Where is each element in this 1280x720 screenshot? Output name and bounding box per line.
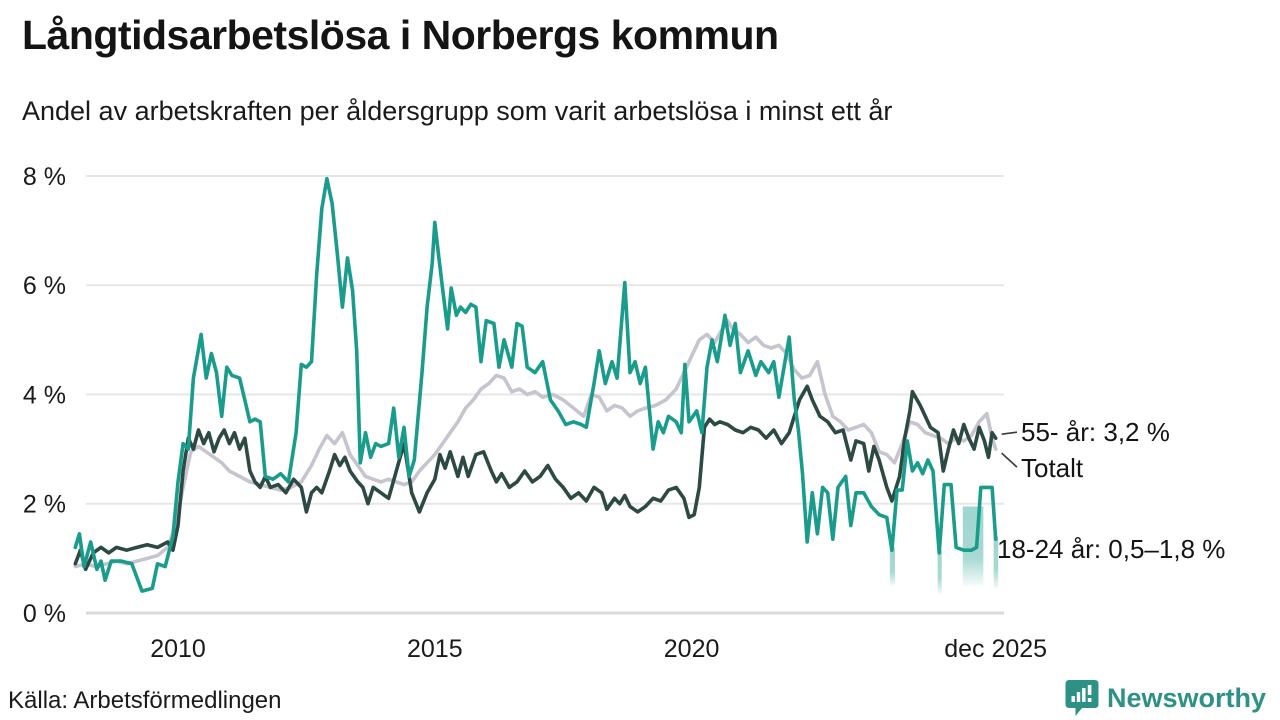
chart-subtitle: Andel av arbetskraften per åldersgrupp s… [22, 96, 893, 126]
x-tick-label: 2010 [150, 635, 206, 663]
x-tick-label: 2015 [407, 635, 463, 663]
y-tick-label: 0 % [23, 600, 66, 628]
annotation-connector-a55 [1001, 431, 1018, 435]
newsworthy-wordmark: Newsworthy [1106, 682, 1266, 713]
y-tick-label: 8 % [23, 163, 66, 191]
y-tick-label: 6 % [23, 272, 66, 300]
series-line-18-24-r [73, 176, 998, 593]
x-tick-label: dec 2025 [944, 635, 1047, 663]
y-tick-label: 2 % [23, 491, 66, 519]
source-note: Källa: Arbetsförmedlingen [8, 687, 282, 714]
annotation-55-plus: 55- år: 3,2 % [1021, 417, 1170, 447]
annotation-connector-atot [1001, 452, 1018, 468]
series-line-55-r [73, 384, 998, 572]
newsworthy-bubble-icon [1065, 680, 1099, 716]
uncertainty-band-1 [889, 547, 895, 586]
annotation-total: Totalt [1021, 453, 1084, 483]
series-line-totalt [73, 318, 998, 569]
chart-title: Långtidsarbetslösa i Norbergs kommun [22, 12, 779, 58]
x-tick-label: 2020 [664, 635, 720, 663]
y-tick-label: 4 % [23, 381, 66, 409]
uncertainty-band-2 [937, 550, 942, 594]
annotation-18-24: 18-24 år: 0,5–1,8 % [997, 534, 1226, 564]
newsworthy-logo: Newsworthy [1065, 679, 1266, 717]
uncertainty-band-3 [993, 536, 999, 589]
